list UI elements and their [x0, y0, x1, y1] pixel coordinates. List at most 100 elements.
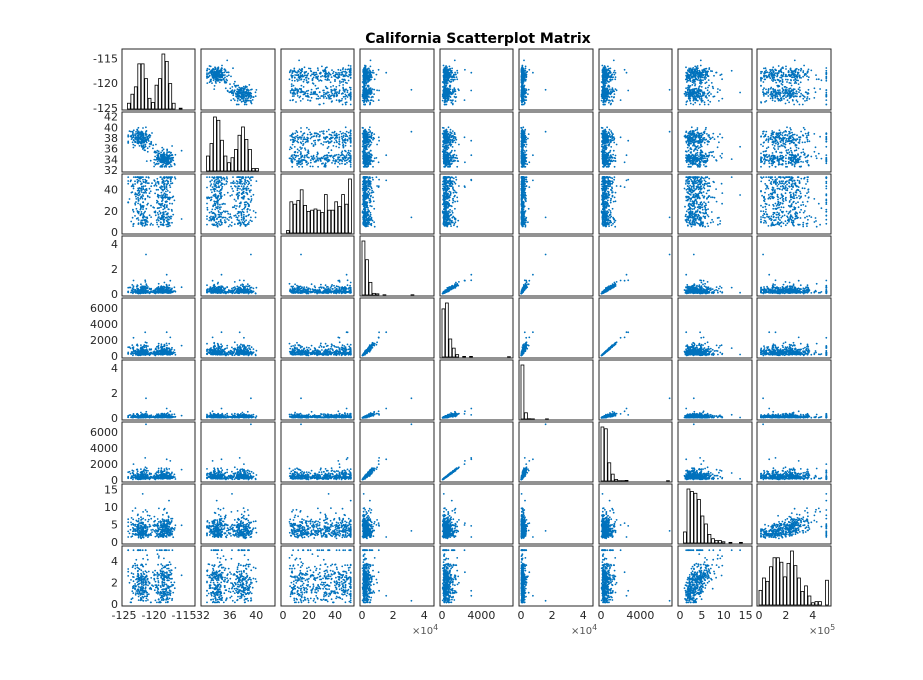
scatter-point: [704, 104, 706, 106]
scatter-point: [704, 101, 706, 103]
scatter-point: [306, 95, 308, 97]
scatter-point: [710, 93, 712, 95]
panel-r1-c1: [122, 49, 195, 110]
scatter-point: [454, 60, 456, 62]
scatter-point: [371, 96, 373, 98]
scatter-point: [318, 80, 320, 82]
scatter-point: [350, 99, 352, 101]
scatter-point: [446, 83, 448, 85]
scatter-point: [371, 90, 373, 92]
scatter-point: [350, 92, 352, 94]
scatter-point: [614, 70, 616, 72]
scatter-point: [243, 99, 245, 101]
scatter-point: [350, 65, 352, 67]
scatter-point: [447, 93, 449, 95]
scatter-point: [366, 91, 368, 93]
scatter-point: [616, 89, 618, 91]
scatter-point: [255, 95, 257, 97]
scatter-point: [306, 81, 308, 83]
scatter-point: [602, 76, 604, 78]
histogram-bar: [131, 94, 134, 109]
scatter-point: [603, 92, 605, 94]
scatter-point: [341, 79, 343, 81]
scatter-point: [339, 80, 341, 82]
scatter-point: [291, 83, 293, 85]
scatter-point: [226, 79, 228, 81]
scatter-point: [333, 71, 335, 73]
scatter-point: [294, 74, 296, 76]
scatter-point: [207, 68, 209, 70]
scatter-point: [324, 79, 326, 81]
scatter-point: [342, 84, 344, 86]
scatter-point: [236, 90, 238, 92]
scatter-point: [443, 82, 445, 84]
scatter-point: [690, 103, 692, 105]
scatter-point: [525, 70, 527, 72]
scatter-point: [442, 100, 444, 102]
scatter-point: [711, 82, 713, 84]
scatter-point: [347, 91, 349, 93]
scatter-point: [607, 89, 609, 91]
scatter-point: [363, 104, 365, 106]
scatter-point: [522, 89, 524, 91]
scatter-point: [365, 79, 367, 81]
scatter-point: [346, 95, 348, 97]
scatter-point: [320, 76, 322, 78]
scatter-point: [234, 99, 236, 101]
scatter-point: [731, 70, 733, 72]
scatter-point: [455, 90, 457, 92]
scatter-point: [323, 103, 325, 105]
scatter-point: [255, 91, 257, 93]
scatter-point: [709, 101, 711, 103]
scatter-point: [532, 72, 534, 74]
scatter-point: [218, 66, 220, 68]
scatter-point: [703, 93, 705, 95]
scatter-point: [297, 90, 299, 92]
scatter-point: [301, 78, 303, 80]
scatter-point: [331, 90, 333, 92]
scatter-point: [601, 95, 603, 97]
scatter-point: [455, 93, 457, 95]
scatter-point: [310, 75, 312, 77]
scatter-point: [235, 92, 237, 94]
scatter-point: [626, 72, 628, 74]
scatter-point: [298, 76, 300, 78]
scatter-point: [289, 70, 291, 72]
panel-r1-c8: [678, 49, 752, 110]
scatter-point: [450, 79, 452, 81]
scatter-point: [247, 91, 249, 93]
scatter-point: [344, 71, 346, 73]
scatter-point: [300, 100, 302, 102]
scatter-point: [613, 72, 615, 74]
scatter-point: [330, 86, 332, 88]
scatter-point: [697, 100, 699, 102]
scatter-point: [307, 93, 309, 95]
scatter-point: [323, 76, 325, 78]
scatter-point: [221, 80, 223, 82]
scatter-point: [229, 88, 231, 90]
scatter-point: [241, 101, 243, 103]
scatter-point: [317, 98, 319, 100]
scatter-point: [444, 92, 446, 94]
scatter-point: [692, 79, 694, 81]
scatter-point: [350, 72, 352, 74]
scatter-point: [350, 70, 352, 72]
scatter-point: [341, 98, 343, 100]
scatter-point: [244, 104, 246, 106]
scatter-point: [345, 82, 347, 84]
scatter-point: [702, 91, 704, 93]
scatter-point: [248, 84, 250, 86]
scatter-point: [308, 78, 310, 80]
scatter-point: [211, 82, 213, 84]
scatter-point: [323, 92, 325, 94]
scatter-point: [228, 74, 230, 76]
scatter-point: [250, 95, 252, 97]
scatter-point: [692, 104, 694, 106]
scatter-point: [607, 66, 609, 68]
scatter-point: [315, 85, 317, 87]
scatter-point: [292, 93, 294, 95]
scatter-point: [601, 65, 603, 67]
scatter-point: [312, 73, 314, 75]
scatter-point: [704, 78, 706, 80]
scatter-point: [545, 89, 547, 91]
